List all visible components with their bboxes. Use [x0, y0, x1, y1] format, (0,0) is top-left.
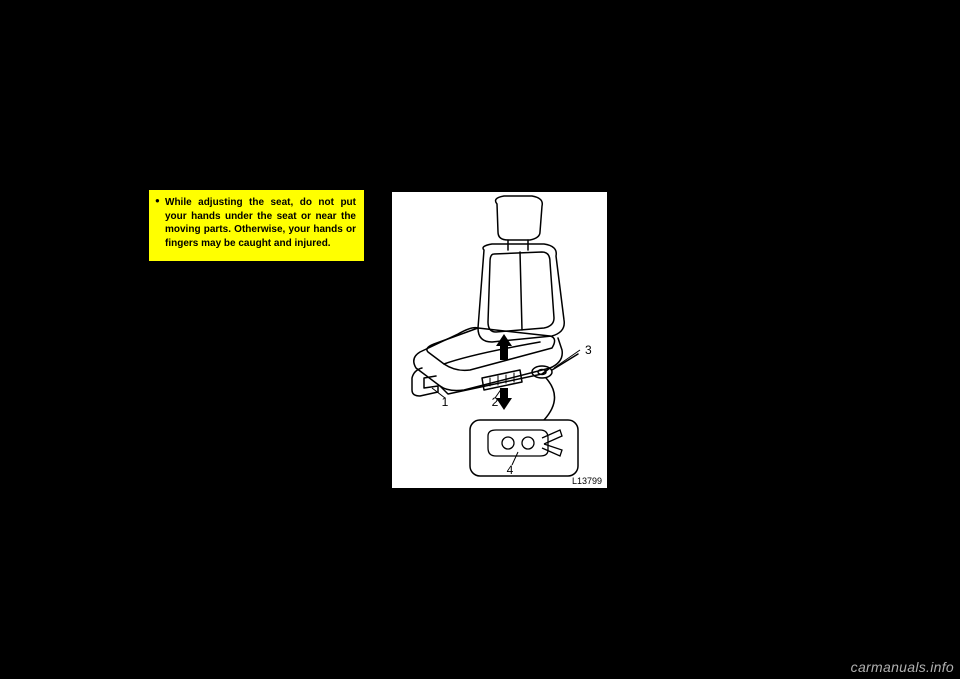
- safety-warning-box: While adjusting the seat, do not put you…: [148, 189, 365, 262]
- watermark-text: carmanuals.info: [851, 659, 954, 675]
- callout-label-4: 4: [507, 463, 514, 477]
- callout-label-3: 3: [585, 343, 592, 357]
- safety-warning-text: While adjusting the seat, do not put you…: [157, 196, 356, 250]
- seat-adjustment-diagram: 1 2 3 4 L13799: [392, 192, 607, 488]
- callout-label-1: 1: [442, 395, 449, 409]
- diagram-image-code: L13799: [572, 476, 602, 486]
